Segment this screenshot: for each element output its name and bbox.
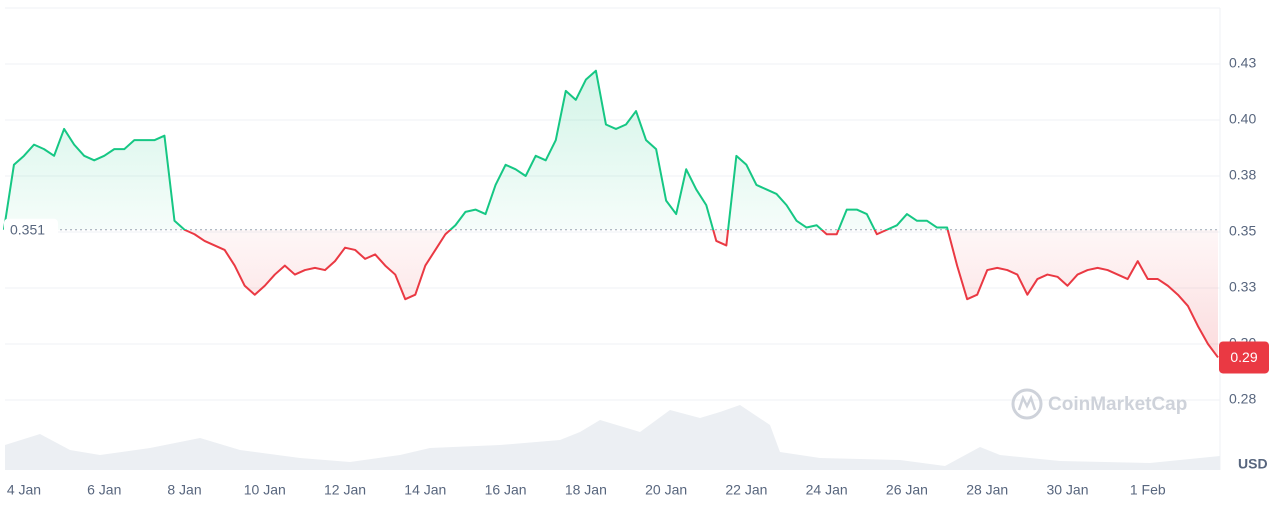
last-price-box bbox=[1219, 341, 1269, 374]
baseline-label-box bbox=[4, 218, 58, 241]
x-tick-label: 6 Jan bbox=[87, 482, 121, 498]
baseline-label: 0.351 bbox=[10, 221, 45, 237]
watermark-text: CoinMarketCap bbox=[1048, 394, 1187, 415]
x-tick-label: 16 Jan bbox=[485, 482, 527, 498]
currency-label: USD bbox=[1238, 456, 1268, 472]
x-tick-label: 26 Jan bbox=[886, 482, 928, 498]
y-tick-label: 0.40 bbox=[1229, 111, 1256, 127]
x-tick-label: 8 Jan bbox=[167, 482, 201, 498]
x-tick-label: 22 Jan bbox=[725, 482, 767, 498]
x-tick-label: 30 Jan bbox=[1046, 482, 1088, 498]
x-tick-label: 14 Jan bbox=[404, 482, 446, 498]
x-tick-label: 24 Jan bbox=[806, 482, 848, 498]
y-tick-label: 0.43 bbox=[1229, 55, 1256, 71]
x-tick-label: 4 Jan bbox=[7, 482, 41, 498]
y-tick-label: 0.38 bbox=[1229, 167, 1256, 183]
y-tick-label: 0.28 bbox=[1229, 391, 1256, 407]
volume-area bbox=[5, 405, 1220, 470]
x-tick-label: 20 Jan bbox=[645, 482, 687, 498]
plot bbox=[2, 69, 1220, 359]
price-area bbox=[3, 70, 1218, 358]
x-tick-label: 18 Jan bbox=[565, 482, 607, 498]
y-tick-label: 0.35 bbox=[1229, 223, 1256, 239]
x-tick-label: 1 Feb bbox=[1130, 482, 1166, 498]
last-price-label: 0.29 bbox=[1230, 349, 1257, 365]
x-tick-label: 28 Jan bbox=[966, 482, 1008, 498]
price-line bbox=[2, 69, 1219, 359]
watermark-logo-mark bbox=[1017, 394, 1037, 411]
x-tick-label: 10 Jan bbox=[244, 482, 286, 498]
watermark: CoinMarketCap bbox=[1011, 388, 1187, 420]
watermark-logo bbox=[1011, 388, 1043, 420]
y-tick-label: 0.33 bbox=[1229, 279, 1256, 295]
x-tick-label: 12 Jan bbox=[324, 482, 366, 498]
